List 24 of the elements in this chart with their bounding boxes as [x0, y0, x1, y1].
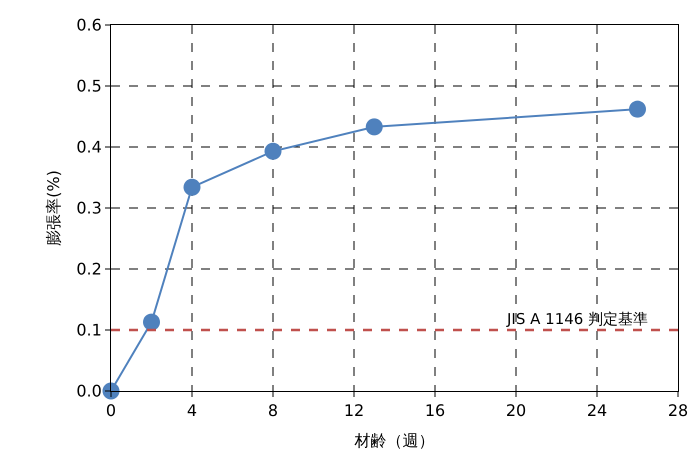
y-tick-label: 0.3: [76, 198, 102, 218]
point: [366, 118, 383, 136]
x-tick-label: 12: [344, 401, 364, 420]
y-tick-label: 0.1: [76, 320, 102, 340]
point: [102, 382, 120, 400]
x-tick-label: 8: [268, 401, 278, 420]
x-tick-label: 28: [668, 401, 688, 420]
x-tick-label: 24: [586, 401, 608, 420]
y-tick-label: 0.6: [76, 16, 102, 35]
point: [143, 314, 160, 331]
x-tick-label: 20: [506, 401, 526, 420]
y-tick-label: 0.0: [76, 382, 102, 401]
x-tick-label: 16: [424, 401, 446, 420]
x-tick-label: 4: [186, 401, 198, 420]
x-axis-title: 材齢（週）: [354, 430, 434, 450]
y-tick-label: 0.2: [76, 260, 102, 279]
point: [184, 178, 200, 196]
y-tick-label: 0.4: [76, 138, 102, 157]
ref-line-label: JIS A 1146 判定基準: [506, 310, 648, 328]
point: [629, 100, 646, 118]
y-tick-label: 0.5: [76, 76, 102, 96]
point: [264, 142, 282, 160]
x-tick-label: 0: [106, 401, 116, 420]
y-axis-title: 膨張率(%): [44, 170, 64, 246]
